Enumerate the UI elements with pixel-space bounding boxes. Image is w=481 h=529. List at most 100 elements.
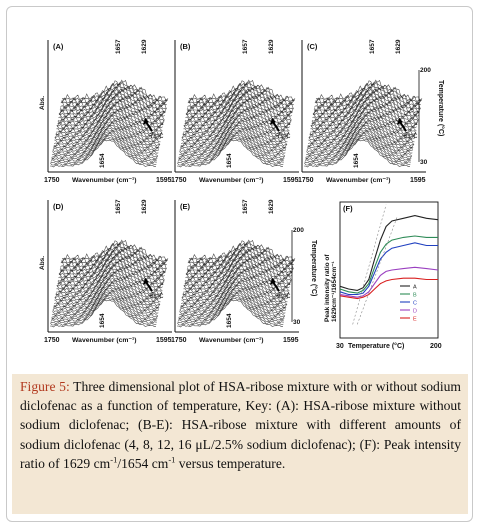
spectrum-trace — [304, 135, 411, 165]
spectrum-trace — [183, 106, 290, 133]
transition-arrowhead — [270, 278, 276, 285]
spectrum-trace — [54, 117, 161, 144]
caption-text: Figure 5: Three dimensional plot of HSA-… — [20, 377, 461, 473]
spectrum-trace — [53, 121, 160, 148]
transition-temperature-label: 90°C — [277, 294, 291, 300]
spectrum-trace — [58, 258, 165, 283]
spectrum-trace — [183, 269, 290, 294]
transition-arrow — [399, 121, 407, 132]
spectra-panel-5: (E) 1657 1629 1654 90°C 1750 1595 Wavenumber (c… — [171, 199, 318, 344]
spectrum-trace — [178, 292, 285, 319]
peak-label-1654: 1654 — [226, 313, 233, 328]
transition-arrowhead — [143, 118, 149, 125]
panel-label: (F) — [343, 204, 353, 213]
spectrum-trace — [187, 85, 294, 108]
spectrum-trace — [310, 103, 418, 130]
temperature-axis-label: Temperature (°C) — [310, 240, 318, 296]
spectrum-trace — [312, 98, 419, 123]
spectrum-trace — [56, 109, 163, 134]
spectrum-trace — [50, 294, 158, 323]
transition-arrow — [145, 281, 153, 292]
spectrum-trace — [177, 135, 284, 165]
peak-label-1629: 1629 — [141, 199, 148, 214]
spectrum-trace — [59, 248, 167, 272]
spectrum-trace — [49, 299, 156, 328]
tangent-guide — [352, 204, 387, 325]
spectrum-trace — [307, 121, 414, 148]
spectra-panel-4: (D) 1657 1629 1654 88°C 1750 1595 Wavenumber (c… — [39, 199, 172, 344]
spectrum-trace — [178, 129, 286, 157]
temperature-tick-label: 200 — [420, 67, 431, 74]
temperature-tick-label: 30 — [420, 159, 428, 166]
spectrum-trace — [53, 123, 160, 150]
panel-label: (B) — [180, 42, 191, 51]
spectrum-trace — [56, 263, 164, 290]
transition-arrowhead — [270, 118, 276, 125]
peak-label-1654: 1654 — [226, 153, 233, 168]
spectrum-trace — [187, 82, 295, 107]
spectrum-trace — [178, 132, 285, 159]
spectrum-trace — [176, 139, 283, 168]
transition-temperature-label: 83°C — [404, 134, 418, 140]
spectrum-trace — [305, 130, 412, 158]
x-tick-label: 1750 — [44, 337, 60, 344]
spectrum-trace — [181, 117, 288, 144]
spectrum-trace — [57, 99, 165, 125]
spectrum-trace — [49, 139, 156, 168]
spectrum-trace — [184, 259, 292, 285]
spectrum-trace — [61, 83, 168, 106]
spectrum-trace — [55, 112, 162, 139]
transition-temperature-label: 88°C — [150, 294, 164, 300]
caption-segment: versus temperature. — [175, 455, 286, 471]
legend-label-D: D — [413, 309, 417, 315]
x-tick-label: 1595 — [283, 177, 299, 184]
panel-label: (E) — [180, 202, 191, 211]
spectrum-trace — [176, 299, 283, 328]
spectrum-trace — [314, 85, 421, 108]
spectrum-trace — [50, 295, 157, 325]
spectrum-trace — [185, 98, 292, 123]
figure-caption: Figure 5: Three dimensional plot of HSA-… — [12, 374, 468, 514]
x-tick-label: 1595 — [156, 337, 172, 344]
spectrum-trace — [304, 134, 412, 163]
spectrum-trace — [180, 281, 287, 308]
spectrum-trace — [180, 283, 287, 310]
tangent-guide — [357, 215, 398, 325]
temperature-tick-label: 30 — [293, 319, 301, 326]
spectrum-trace — [60, 242, 168, 267]
peak-label-1654: 1654 — [99, 153, 106, 168]
legend-label-A: A — [413, 285, 417, 291]
spectrum-trace — [51, 292, 158, 319]
series-line-E — [339, 277, 438, 300]
spectrum-trace — [51, 292, 158, 321]
spectrum-trace — [177, 134, 285, 163]
spectrum-trace — [178, 292, 285, 321]
x-axis-label: Wavenumber (cm⁻¹) — [72, 177, 137, 184]
transition-temperature-label: 78°C — [150, 134, 164, 140]
x-tick-label: 1750 — [171, 177, 187, 184]
spectrum-trace — [186, 90, 293, 115]
spectrum-trace — [181, 277, 288, 304]
spectrum-trace — [51, 289, 159, 317]
peak-label-1657: 1657 — [115, 39, 122, 54]
spectrum-trace — [50, 134, 158, 163]
spectrum-trace — [178, 290, 285, 318]
x-axis-label: Temperature (°C) — [348, 342, 404, 350]
spectrum-trace — [187, 247, 294, 270]
transition-temperature-label: 79°C — [277, 134, 291, 140]
spectrum-trace — [185, 258, 292, 283]
spectrum-trace — [311, 99, 419, 125]
spectrum-trace — [185, 96, 292, 121]
spectrum-trace — [178, 132, 285, 161]
spectrum-trace — [60, 82, 168, 107]
spectrum-trace — [188, 80, 296, 103]
series-line-D — [339, 266, 439, 298]
transition-arrow — [272, 121, 280, 132]
x-tick-label: 1595 — [156, 177, 172, 184]
x-tick-label: 1595 — [283, 337, 299, 344]
spectrum-trace — [184, 99, 292, 125]
spectrum-trace — [56, 103, 164, 130]
spectrum-trace — [177, 295, 284, 325]
spectrum-trace — [58, 94, 165, 120]
y-axis-label: 1629cm⁻¹/1654cm⁻¹ — [331, 261, 338, 322]
